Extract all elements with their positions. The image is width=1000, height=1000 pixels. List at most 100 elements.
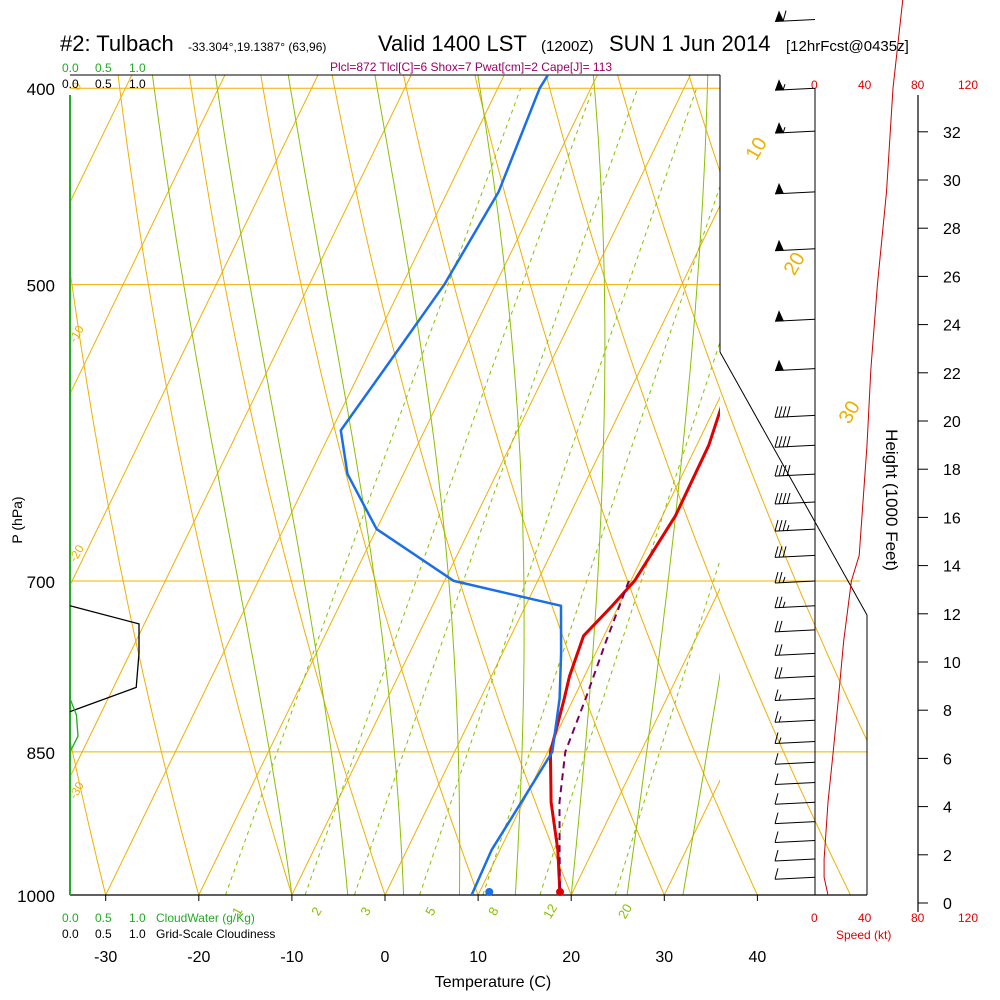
wind-barb — [774, 406, 816, 418]
cloudwater-scale-top: 0.0 0.5 1.0 0.0 0.5 1.0 — [62, 61, 146, 91]
x-tick-label: 40 — [749, 949, 767, 966]
barb-flag — [782, 492, 787, 505]
isotherm-label: 10 — [742, 134, 772, 164]
moist-adiabat-lines — [151, 75, 720, 895]
barb-flag — [778, 667, 783, 679]
barb-half-flag — [782, 601, 786, 608]
sounding-params: Plcl=872 Tlcl[C]=6 Shox=7 Pwat[cm]=2 Cap… — [330, 60, 612, 74]
barb-shaft — [774, 740, 816, 744]
surface-markers — [485, 888, 565, 896]
barb-pennant — [775, 79, 784, 91]
mixing-ratio-label: 3 — [357, 904, 374, 918]
wind-barb — [774, 79, 816, 91]
barb-shaft — [774, 554, 816, 558]
mixing-ratio-line — [482, 184, 720, 895]
barb-pennant — [775, 310, 784, 322]
barb-flag — [778, 546, 783, 558]
mixing-ratio-label: 5 — [422, 904, 439, 918]
barb-flag — [774, 520, 779, 532]
wind-barb — [774, 596, 816, 609]
cloud-profile — [69, 605, 140, 753]
isotherm-20 — [570, 587, 720, 895]
cw-tick-bottom-1: 0.5 — [95, 911, 112, 925]
barb-flag — [774, 492, 779, 505]
surface-dewpoint-dot — [485, 888, 494, 896]
wind-barb — [774, 773, 816, 785]
valid-time: Valid 1400 LST — [378, 31, 527, 56]
barb-flag — [774, 812, 779, 824]
barb-shaft — [774, 858, 816, 862]
dry-adiabat — [396, 75, 758, 895]
speed-tick-top-2: 80 — [911, 78, 925, 92]
cf-tick-bottom-0: 0.0 — [62, 927, 79, 941]
dry-adiabat — [459, 75, 851, 895]
wind-barb — [774, 122, 816, 134]
barb-flag — [774, 773, 779, 785]
wind-speed-profile — [823, 0, 904, 896]
barb-pennant — [775, 239, 784, 251]
dry-adiabat — [146, 75, 386, 895]
barb-flag — [774, 620, 779, 633]
pressure-tick-label: 850 — [27, 744, 55, 763]
barb-flag — [774, 753, 779, 765]
barb-shaft — [774, 414, 816, 418]
barb-shaft — [774, 840, 816, 844]
height-tick-label: 28 — [943, 221, 961, 238]
moist-adiabat — [477, 75, 525, 895]
barb-half-flag — [778, 737, 782, 744]
height-axis-label: Height (1000 Feet) — [882, 429, 901, 571]
surface-temperature-dot — [556, 888, 565, 896]
barb-shaft — [774, 781, 816, 785]
barb-pennant — [775, 359, 784, 371]
isotherm-label: 20 — [780, 249, 810, 279]
x-tick-label: 0 — [381, 949, 390, 966]
barb-half-flag — [782, 127, 786, 134]
height-tick-label: 2 — [943, 848, 952, 865]
dewpoint-line — [339, 75, 563, 895]
cf-tick-2: 1.0 — [129, 77, 146, 91]
barb-flag — [782, 520, 787, 532]
moist-adiabat — [151, 75, 293, 895]
height-tick-label: 30 — [943, 173, 961, 190]
cw-tick-0: 0.0 — [62, 61, 79, 75]
isotherm--50 — [70, 75, 319, 587]
barb-shaft — [774, 528, 816, 532]
wind-barbs — [774, 10, 816, 880]
dry-adiabat — [961, 0, 1000, 895]
zulu-time: (1200Z) — [541, 38, 594, 55]
barb-shaft — [774, 580, 816, 584]
speed-tick-bottom-3: 120 — [958, 911, 978, 925]
wind-barb — [774, 793, 816, 805]
wind-barb — [774, 667, 816, 679]
dry-adiabat — [0, 0, 13, 895]
dry-adiabat — [271, 75, 572, 895]
wind-barb — [774, 689, 816, 702]
cw-tick-bottom-0: 0.0 — [62, 911, 79, 925]
mixing-ratio-line — [304, 88, 594, 895]
dry-adiabat — [584, 75, 867, 895]
chart-header: #2: Tulbach -33.304°,19.1387° (63,96) Va… — [60, 31, 909, 74]
x-tick-label: 30 — [655, 949, 673, 966]
barb-flag — [778, 464, 783, 477]
mixing-ratio-lines — [225, 88, 720, 895]
speed-tick-bottom-1: 40 — [858, 911, 872, 925]
height-tick-label: 4 — [943, 800, 952, 817]
barb-flag — [774, 464, 779, 477]
barb-flag — [786, 436, 791, 448]
barb-flag — [786, 464, 791, 477]
x-tick-label: 10 — [469, 949, 487, 966]
height-tick-label: 18 — [943, 462, 961, 479]
wind-barb — [774, 620, 816, 633]
mixing-ratio-label: 8 — [485, 904, 502, 918]
barb-shaft — [774, 629, 816, 633]
mixing-ratio-line — [539, 340, 720, 895]
barb-half-flag — [782, 84, 786, 91]
pressure-tick-label: 700 — [27, 573, 55, 592]
wind-barb — [774, 464, 816, 477]
isotherm-labels: 100-10-20-300102030 — [66, 80, 865, 802]
barb-flag — [778, 520, 783, 532]
barb-flag — [778, 596, 783, 608]
barb-flag — [782, 406, 787, 418]
wind-barb — [774, 644, 816, 656]
